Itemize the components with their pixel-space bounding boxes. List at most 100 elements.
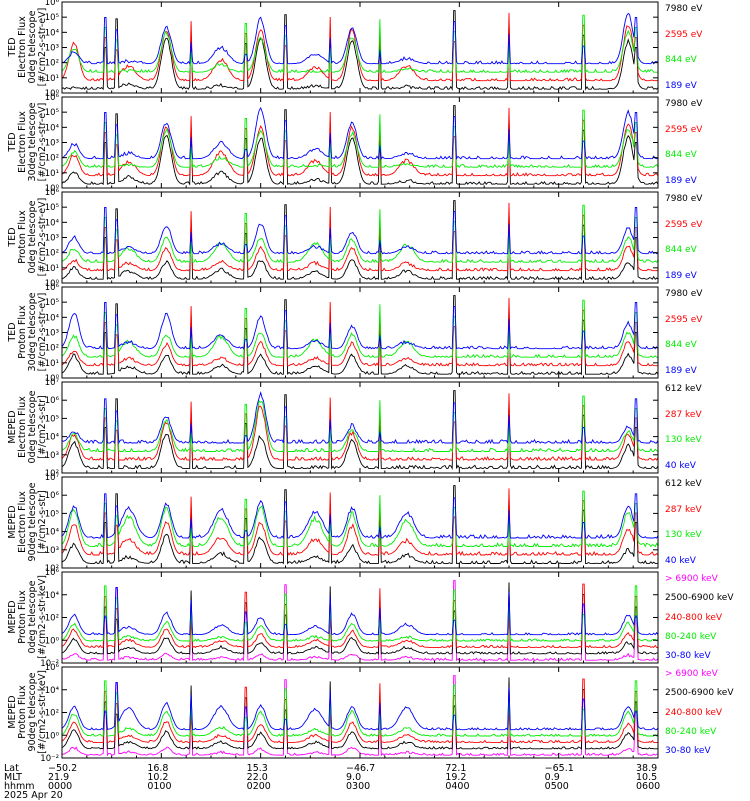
y-tick-label: 10¹ <box>45 74 59 84</box>
y-tick-label: 10⁴ <box>45 313 60 323</box>
legend-entry: 130 keV <box>665 435 702 446</box>
y-tick-label: 10⁴ <box>45 528 60 538</box>
ylabel-line: [#/cm2-s-str] <box>37 490 48 554</box>
x-tick-label-lat: 72.1 <box>445 763 467 774</box>
series-line-30-80-kev <box>62 587 658 636</box>
panel-1: 10⁰ 10¹ 10² 10³ 10⁴ 10⁵ 10⁶ <box>45 0 659 99</box>
panel-4: 10⁰ 10¹ 10² 10³ 10⁴ 10⁵ 10⁶ <box>45 283 659 384</box>
legend-entry: 30-80 keV <box>665 651 711 661</box>
series-line-189-ev <box>62 302 658 351</box>
series-line-240-800-kev <box>62 678 658 744</box>
panel-2: 10⁰ 10¹ 10² 10³ 10⁴ 10⁵ 10⁶ <box>45 93 659 194</box>
y-tick-label: 10⁷ <box>45 378 60 388</box>
y-tick-label: 10¹ <box>45 169 59 179</box>
ylabel-line: [#/cm2-s-str] <box>37 395 48 459</box>
y-tick-label: 10³ <box>45 139 59 149</box>
y-tick-label: 10² <box>45 249 59 259</box>
y-tick-label: 10⁴ <box>45 123 60 133</box>
x-tick-label-mlt: 0.9 <box>544 772 560 783</box>
legend-entry: 612 keV <box>665 479 702 489</box>
y-tick-label: 10⁶ <box>45 93 60 103</box>
y-tick-label: 10¹ <box>45 359 59 369</box>
legend-entry: 189 eV <box>665 81 697 91</box>
legend-entry: 130 keV <box>665 530 702 541</box>
y-tick-label: 10⁰ <box>45 731 60 741</box>
y-tick-label: 10⁴ <box>45 433 60 443</box>
panel-7: 10⁻² 10⁰ 10² 10⁴ 10⁶ <box>40 568 659 669</box>
y-tick-label: 10⁷ <box>45 473 60 483</box>
x-tick-label-hhmm: 0400 <box>445 781 470 792</box>
series-line-844-ev <box>62 109 658 169</box>
y-tick-label: 10⁵ <box>45 509 59 519</box>
legend-entry: 40 keV <box>665 556 696 566</box>
panel-3: 10⁰ 10¹ 10² 10³ 10⁴ 10⁵ 10⁶ <box>45 188 659 289</box>
series-line-7980-ev <box>62 10 658 91</box>
y-tick-label: 10⁶ <box>45 0 60 8</box>
legend-entry: 189 eV <box>665 271 697 281</box>
x-tick-label-mlt: 10.5 <box>636 772 658 783</box>
y-tick-label: 10¹ <box>45 264 59 274</box>
series-line-844-ev <box>62 299 658 359</box>
panel-7-series <box>62 580 658 662</box>
series-line-30-80-kev <box>62 682 658 731</box>
y-tick-label: 10³ <box>45 451 59 461</box>
y-tick-label: 10⁻² <box>40 659 59 669</box>
x-tick-label-hhmm: 0500 <box>544 781 569 792</box>
legend-entry: 240-800 keV <box>665 612 723 623</box>
panel-4-ylabel: TED Proton Flux 30deg telescope [#/cm2-s-st… <box>7 286 48 378</box>
y-tick-label: 10⁴ <box>45 591 60 601</box>
x-tick-label-hhmm: 0200 <box>246 781 271 792</box>
series-line-2595-ev <box>62 297 658 368</box>
y-tick-label: 10² <box>45 59 59 69</box>
x-tick-label-lat: −50.2 <box>48 763 78 774</box>
y-tick-label: 10⁶ <box>45 568 60 578</box>
panel-frame <box>61 191 659 284</box>
row-label-mlt: MLT <box>4 772 22 783</box>
legend-entry: 2595 eV <box>665 124 703 135</box>
y-tick-label: 10⁶ <box>45 491 60 501</box>
y-tick-label: 10⁴ <box>45 28 60 38</box>
series-line-7980-ev <box>62 200 658 281</box>
y-tick-label: 10² <box>45 614 59 624</box>
panel-8-ylabel: MEPED Proton Flux 90deg telescope [#/cm2-s-… <box>7 666 48 758</box>
y-tick-label: 10⁻² <box>40 754 59 764</box>
y-tick-label: 10² <box>45 154 59 164</box>
y-tick-label: 10⁵ <box>45 13 59 23</box>
panel-frame <box>61 96 659 189</box>
legend-entry: > 6900 keV <box>665 574 718 584</box>
ylabel-line: [#/cm2-s-str-eV] <box>37 197 48 277</box>
series-line-2500-6900-kev <box>62 582 658 655</box>
y-tick-label: 10⁶ <box>45 663 60 673</box>
y-tick-label: 10³ <box>45 329 59 339</box>
legend-entry: 287 keV <box>665 409 702 420</box>
legend-entry: 612 keV <box>665 384 702 394</box>
panel-8: 10⁻² 10⁰ 10² 10⁴ 10⁶ <box>40 663 659 764</box>
legend-entry: 40 keV <box>665 461 696 471</box>
y-tick-label: 10⁵ <box>45 298 59 308</box>
panel-6: 10² 10³ 10⁴ 10⁵ 10⁶ 10⁷ <box>45 473 659 574</box>
series-line-80-240-kev <box>62 585 658 643</box>
panel-5-series <box>62 390 658 471</box>
series-line-844-ev <box>62 204 658 264</box>
series-line--6900-kev <box>62 580 658 662</box>
legend-entry: 240-800 keV <box>665 707 723 718</box>
y-tick-label: 10² <box>45 564 59 574</box>
series-line-287-kev <box>62 393 658 462</box>
legend-entry: 7980 eV <box>665 194 703 204</box>
series-line-240-800-kev <box>62 583 658 649</box>
x-tick-label-mlt: 22.0 <box>246 772 268 783</box>
legend-entry: 2595 eV <box>665 219 703 230</box>
legend-entry: 2595 eV <box>665 29 703 40</box>
y-tick-label: 10³ <box>45 234 59 244</box>
legend-entry: 844 eV <box>665 340 697 351</box>
x-tick-label-mlt: 10.2 <box>147 772 169 783</box>
panel-frame <box>61 1 659 94</box>
series-line-80-240-kev <box>62 680 658 738</box>
panel-2-series <box>62 105 658 186</box>
panel-8-series <box>62 675 658 757</box>
ylabel-line: [#/cm2-s-str-eV] <box>37 102 48 182</box>
y-tick-label: 10⁶ <box>45 283 60 293</box>
legend-entry: 844 eV <box>665 245 697 256</box>
